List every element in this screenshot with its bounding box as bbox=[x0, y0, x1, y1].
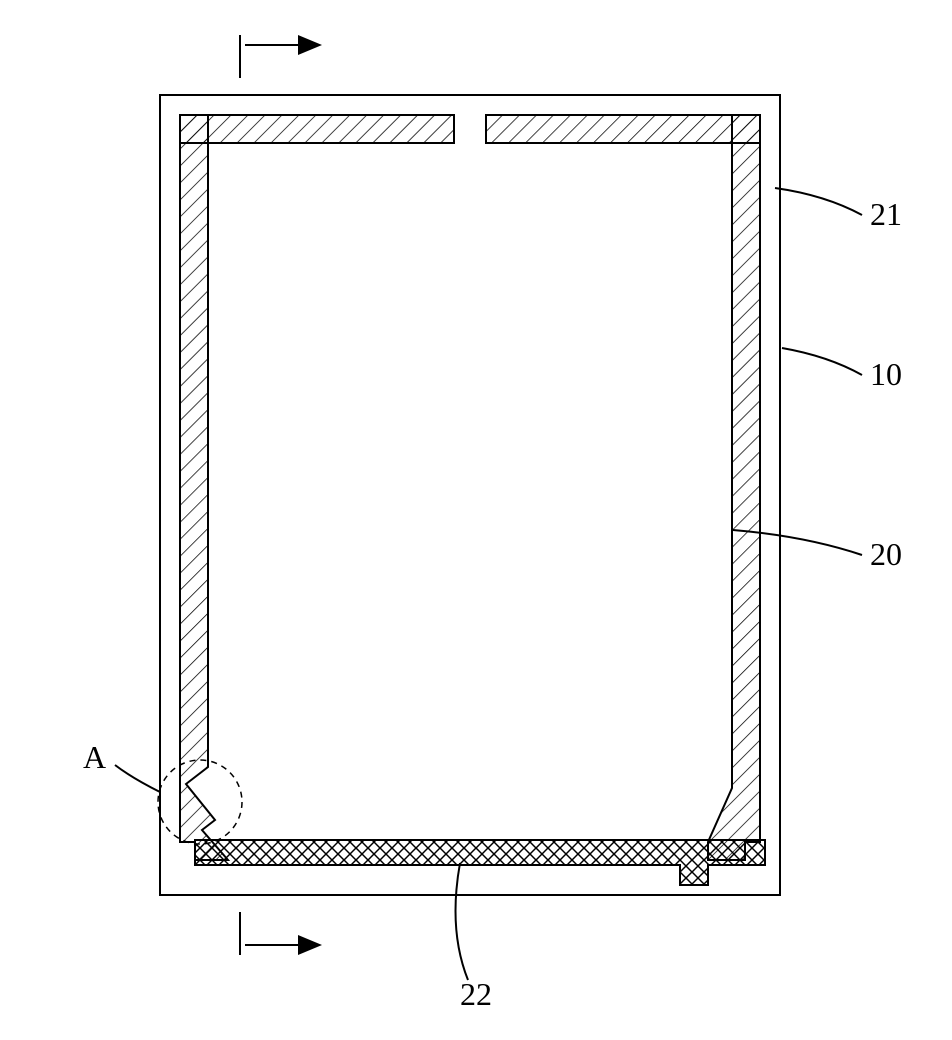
leader-21 bbox=[775, 188, 862, 215]
label-21: 21 bbox=[870, 196, 902, 232]
top-band-left bbox=[180, 115, 454, 143]
leader-10 bbox=[782, 348, 862, 375]
white-reset bbox=[162, 97, 778, 893]
diagram-svg: 21 10 20 A 22 bbox=[20, 20, 952, 1020]
figure-container: 21 10 20 A 22 bbox=[20, 20, 952, 1020]
label-a: A bbox=[83, 739, 106, 775]
top-band-right bbox=[486, 115, 760, 143]
label-20: 20 bbox=[870, 536, 902, 572]
leader-a bbox=[115, 765, 160, 792]
label-10: 10 bbox=[870, 356, 902, 392]
label-22: 22 bbox=[460, 976, 492, 1012]
